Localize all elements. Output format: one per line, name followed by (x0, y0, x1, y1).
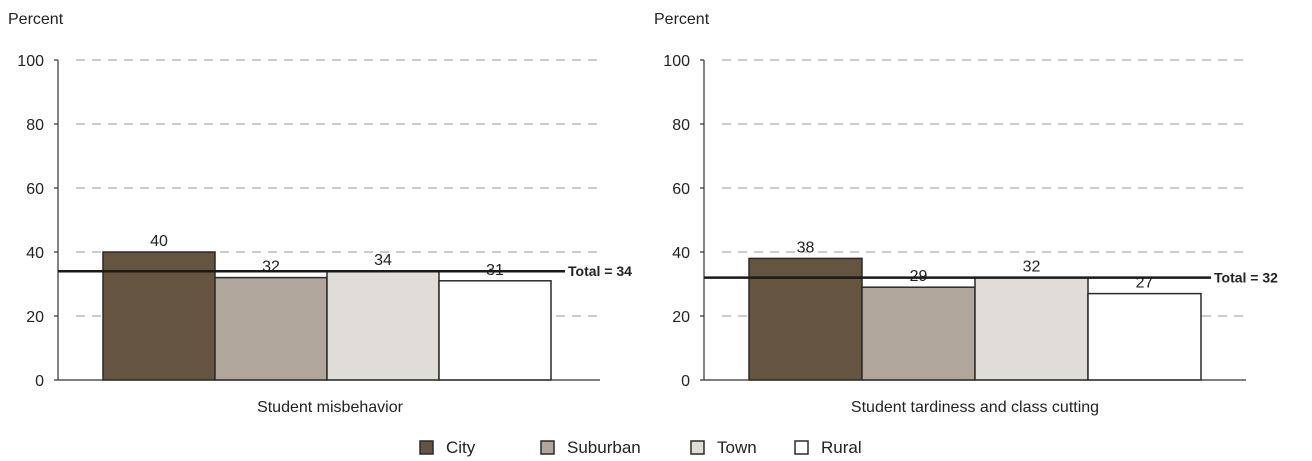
bar-value-label: 40 (150, 233, 168, 250)
bar-suburban (861, 286, 976, 381)
legend-swatch-suburban (540, 440, 555, 455)
total-reference-label: Total = 32 (1214, 270, 1278, 286)
bar-city (102, 251, 216, 381)
y-tick-label: 100 (17, 53, 44, 70)
bar-rural (1087, 292, 1202, 381)
bar-suburban (214, 276, 328, 381)
total-reference-label: Total = 34 (568, 263, 632, 279)
legend-label-town: Town (717, 438, 757, 457)
y-tick-label: 0 (35, 373, 44, 390)
legend-label-suburban: Suburban (567, 438, 641, 457)
legend-label-rural: Rural (821, 438, 862, 457)
bar-value-label: 32 (1023, 259, 1041, 276)
y-tick-label: 100 (663, 53, 690, 70)
bar-town (326, 270, 440, 381)
y-tick-label: 0 (681, 373, 690, 390)
y-axis-unit-label: Percent (8, 11, 64, 28)
bar-rural (438, 280, 552, 381)
chart-panel-tardiness: Percent02040608010038293227Total = 32Stu… (654, 11, 1278, 416)
y-tick-label: 80 (672, 117, 690, 134)
y-tick-label: 60 (672, 181, 690, 198)
legend-label-city: City (446, 438, 476, 457)
y-tick-label: 20 (672, 309, 690, 326)
chart-panel-misbehavior: Percent02040608010040323431Total = 34Stu… (8, 11, 632, 416)
legend-swatch-rural (794, 440, 809, 455)
x-axis-label: Student misbehavior (257, 399, 404, 416)
chart-legend: City Suburban Town Rural (419, 438, 862, 457)
y-tick-label: 20 (26, 309, 44, 326)
y-axis-unit-label: Percent (654, 11, 710, 28)
legend-swatch-town (690, 440, 705, 455)
y-tick-label: 40 (672, 245, 690, 262)
y-tick-label: 60 (26, 181, 44, 198)
bar-value-label: 32 (262, 259, 280, 276)
bar-town (974, 276, 1089, 381)
legend-swatch-city (419, 440, 434, 455)
bar-value-label: 34 (374, 252, 392, 269)
y-tick-label: 80 (26, 117, 44, 134)
x-axis-label: Student tardiness and class cutting (851, 399, 1099, 416)
bar-value-label: 38 (797, 239, 815, 256)
y-tick-label: 40 (26, 245, 44, 262)
